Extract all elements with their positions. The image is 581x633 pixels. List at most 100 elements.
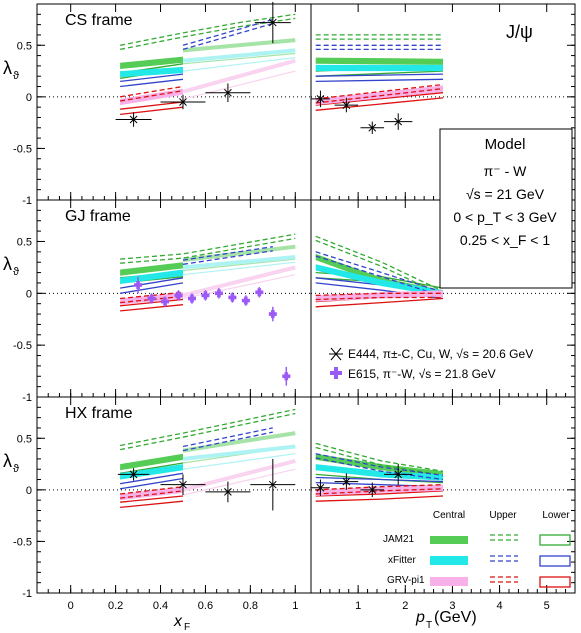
model-xfitter-central [315,64,443,72]
y-tick-label: -0.5 [13,143,32,155]
model-grv-lower-a [120,101,184,110]
model-xfitter-upper-b [315,255,444,298]
model-box-xf-range: 0.25 < x_F < 1 [460,232,550,248]
model-jam21-central [120,262,183,276]
x-tick-label-left: 0 [68,600,74,612]
y-tick-label: 0 [26,288,32,300]
model-grv-fade-lower [182,468,296,496]
model-grv-lower-b [120,500,184,509]
model-xfitter-central [120,464,183,480]
pdf-legend-header-upper: Upper [489,510,517,521]
model-jam21-upper-a [119,408,296,447]
model-grv-upper-b [120,295,184,304]
model-xfitter-upper-b [182,431,273,452]
model-xfitter-lower-b [120,78,184,88]
model-grv-central [120,486,183,501]
y-axis-label-sub: ϑ [13,463,19,475]
e615-point-v [203,291,208,300]
e615-point-v [271,310,275,319]
svg-text:T: T [426,620,432,631]
model-xfitter-lower-a [315,476,444,483]
model-jam21-upper-b [120,237,296,264]
panel-frame-left [36,396,312,594]
model-xfitter-upper-a [182,427,273,448]
model-grv-lower-b [315,297,444,308]
model-grv-central [315,484,443,496]
model-grv-upper-b [315,87,444,104]
frame-title: HX frame [65,405,133,422]
model-jam21-central [120,56,183,69]
e444-xf-point-marker-b [129,115,138,124]
model-box-energy: √s = 21 GeV [466,186,545,202]
e444-pt-point-marker-b [316,95,325,103]
model-jam21-upper-a [119,13,296,46]
y-tick-label: 0 [26,485,32,497]
legend-e615-label: E615, π⁻-W, √s = 21.8 GeV [348,367,496,381]
pdf-legend-xfitter-lower [539,555,571,567]
model-xfitter-upper-a [315,453,444,477]
model-xfitter-fade-central [182,444,296,461]
e444-pt-point-marker-b [394,470,403,479]
y-tick-label: -1 [22,588,32,600]
x-tick-label-left: 1 [292,600,298,612]
y-axis-label-sub: ϑ [13,266,19,278]
pdf-legend-jam21-lower [539,534,571,546]
model-grv-lower-b [120,106,184,116]
y-axis-label: λ [3,58,12,78]
model-box-beam: π⁻ - W [484,163,527,179]
model-xfitter-upper-b [315,457,444,481]
model-xfitter-upper-a [315,251,444,293]
model-xfitter-fade-central [182,48,296,63]
e444-xf-point-marker-b [224,488,232,496]
model-xfitter-upper-b [182,250,273,265]
y-tick-label: -1 [22,195,32,207]
e444-xf-point-marker-b [179,98,187,106]
e615-point-v [190,294,194,303]
svg-text:(GeV): (GeV) [434,609,477,626]
model-grv-lower-b [315,495,444,502]
model-grv-fade-lower [182,274,296,300]
legend-e444-label: E444, π±-C, Cu, W, √s = 20.6 GeV [348,347,533,361]
model-grv-fade-lower [182,70,296,100]
model-xfitter-central [120,66,183,78]
model-xfitter-fade-lower [182,57,296,72]
model-jam21-upper-a [315,235,444,292]
pdf-legend-grv-upper [490,576,518,583]
y-tick-label: 0.5 [17,40,32,52]
model-xfitter-fade-central [182,255,296,270]
model-grv-upper-a [315,484,444,491]
x-tick-label-left: 0.2 [108,600,123,612]
model-xfitter-central [315,464,443,481]
pdf-legend-xfitter-upper [490,555,518,562]
x-tick-label-right: 4 [497,600,503,612]
e444-pt-point-marker-b [342,101,351,109]
x-tick-label-right: 2 [402,600,408,612]
e615-point-v [257,288,262,297]
model-jam21-fade-lower [182,52,296,65]
legend-e444-marker [329,347,343,361]
model-box-pt-range: 0 < p_T < 3 GeV [453,209,557,225]
e615-point-v [149,294,154,303]
model-xfitter-lower-a [119,472,184,485]
pdf-legend-grv-label: GRV-pi1 [387,575,425,586]
model-xfitter-upper-a [182,246,273,261]
x-tick-label-right: 1 [355,600,361,612]
pdf-legend-jam21-upper [490,534,518,541]
e444-xf-point-marker-b [268,480,277,489]
y-tick-label: -0.5 [13,340,32,352]
pdf-legend-xfitter-central [430,556,468,565]
pdf-legend-jam21-label: JAM21 [383,534,415,545]
e615-point-v [284,372,289,381]
model-grv-upper-a [315,83,444,100]
model-jam21-upper-a [120,233,296,260]
x-tick-label-left: 0.8 [243,600,258,612]
panel-2: -1 -0.5 0 0.5 HX frame λ ϑ [3,396,576,600]
pdf-legend-xfitter-label: xFitter [388,555,416,566]
y-tick-label: 0.5 [17,433,32,445]
legend-e615-marker [330,367,342,379]
frame-title: GJ frame [65,208,131,225]
model-grv-fade-central [182,58,296,94]
model-grv-fade-central [182,265,296,298]
model-xfitter-fade-lower [182,261,296,276]
